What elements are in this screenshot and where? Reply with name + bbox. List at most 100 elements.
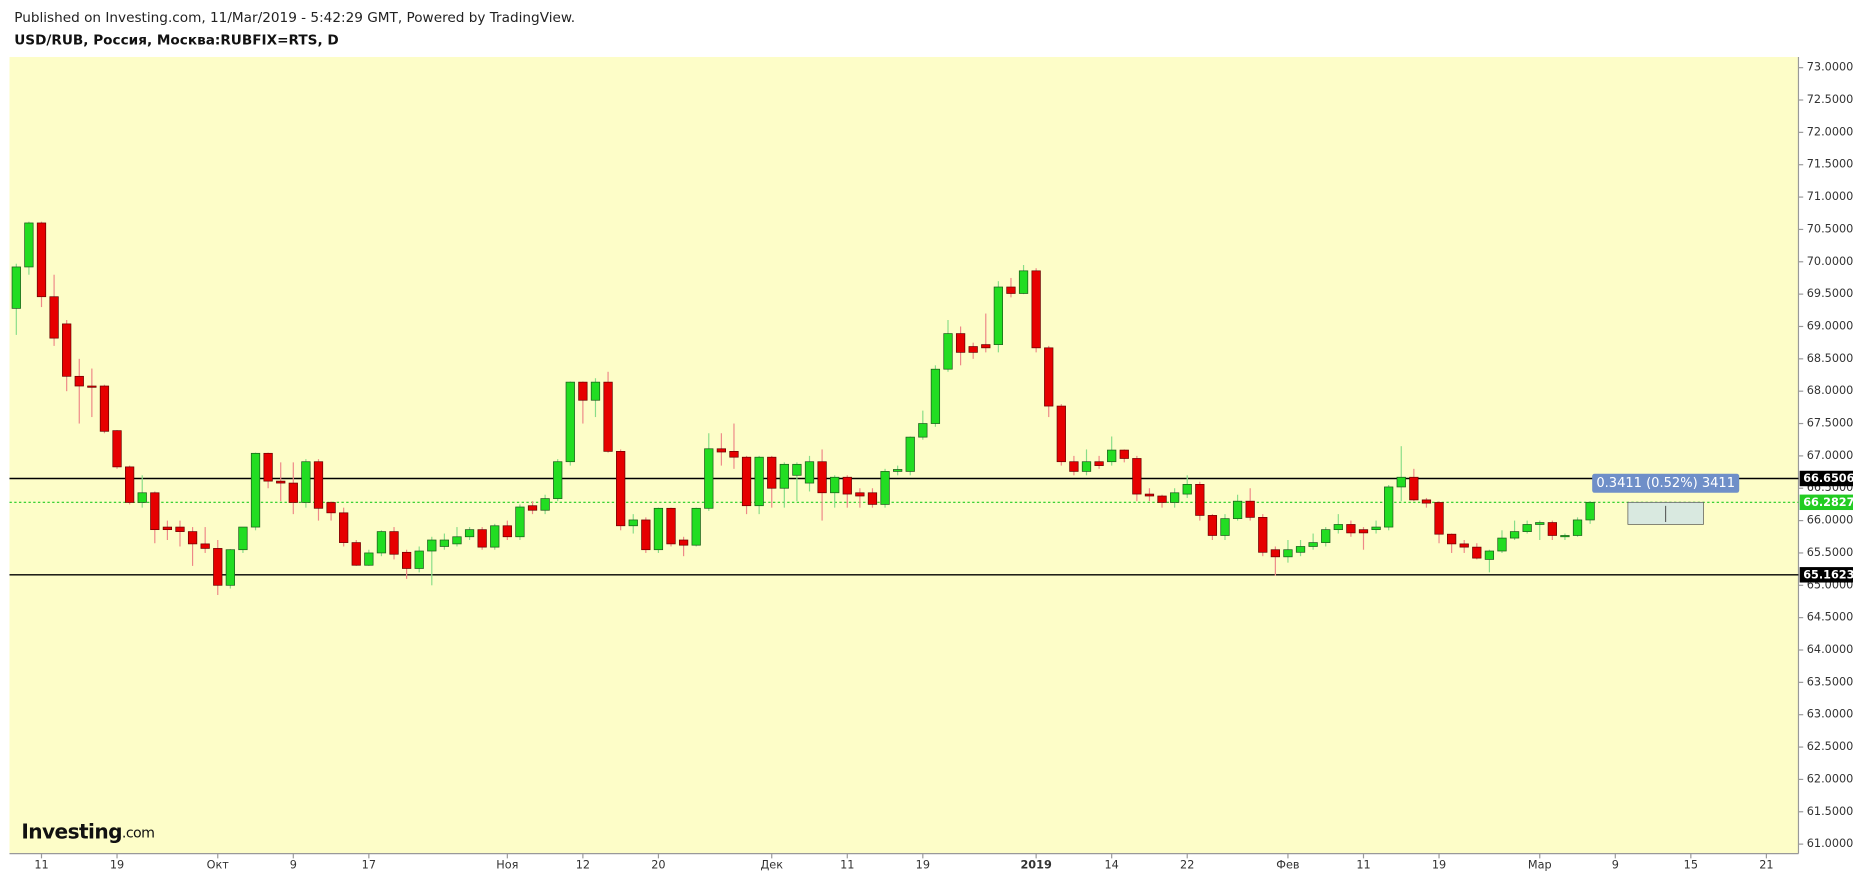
candle-body bbox=[918, 423, 928, 438]
candle-body bbox=[553, 461, 563, 499]
y-tick-label: 73.0000 bbox=[1807, 61, 1853, 74]
x-tick-label: 11 bbox=[34, 858, 48, 871]
x-tick-label: 15 bbox=[1684, 858, 1698, 871]
y-tick-label: 71.0000 bbox=[1807, 190, 1853, 203]
candle-body bbox=[477, 529, 487, 548]
candle-body bbox=[74, 375, 84, 387]
candle-body bbox=[930, 368, 941, 424]
candle-body bbox=[1182, 484, 1192, 495]
x-tick-label: 19 bbox=[1432, 858, 1446, 871]
candle-body bbox=[1484, 550, 1495, 560]
x-tick-label: 9 bbox=[290, 858, 297, 871]
logo-main: Investing bbox=[21, 819, 122, 843]
candle-body bbox=[1081, 461, 1092, 472]
candle-body bbox=[1547, 522, 1557, 536]
candle-body bbox=[1384, 486, 1394, 528]
candle-body bbox=[855, 492, 865, 497]
candle-body bbox=[125, 466, 135, 503]
candle-body bbox=[968, 346, 978, 353]
x-tick-label: Дек bbox=[760, 858, 783, 871]
candle-body bbox=[981, 344, 991, 349]
candle-body bbox=[1472, 546, 1482, 559]
candle-body bbox=[804, 461, 815, 484]
x-tick-label: Фев bbox=[1276, 858, 1299, 871]
y-tick-label: 64.5000 bbox=[1807, 611, 1853, 624]
y-tick-label: 71.5000 bbox=[1807, 158, 1853, 171]
candle-body bbox=[1119, 449, 1129, 459]
candle-body bbox=[842, 476, 852, 495]
price-label: 65.1623 bbox=[1803, 568, 1853, 581]
candle-body bbox=[1157, 495, 1167, 503]
measure-label: 0.3411 (0.52%) 3411 bbox=[1596, 476, 1735, 491]
x-tick-label: 11 bbox=[840, 858, 854, 871]
candle-body bbox=[691, 507, 701, 546]
candle-body bbox=[767, 456, 777, 489]
candle-body bbox=[389, 531, 399, 555]
candle-body bbox=[1258, 517, 1268, 553]
candle-body bbox=[1069, 461, 1079, 472]
y-tick-label: 61.5000 bbox=[1807, 805, 1853, 818]
candle-body bbox=[1396, 476, 1406, 488]
candle-body bbox=[653, 507, 664, 551]
x-tick-label: 11 bbox=[1356, 858, 1370, 871]
candle-body bbox=[1056, 405, 1066, 463]
candle-body bbox=[578, 381, 588, 401]
candle-body bbox=[1107, 449, 1117, 463]
candle-body bbox=[112, 430, 122, 468]
y-tick-label: 69.5000 bbox=[1807, 287, 1853, 300]
price-label: 66.6506 bbox=[1803, 472, 1853, 485]
plot-area bbox=[9, 56, 1799, 854]
candle-body bbox=[1346, 524, 1356, 534]
x-tick-label: 21 bbox=[1759, 858, 1773, 871]
candle-body bbox=[339, 512, 349, 543]
candle-body bbox=[1220, 518, 1230, 536]
candle-body bbox=[213, 548, 223, 586]
y-tick-label: 69.0000 bbox=[1807, 319, 1853, 332]
candle-body bbox=[993, 286, 1003, 345]
candle-body bbox=[729, 451, 739, 458]
candle-body bbox=[99, 385, 110, 432]
candle-body bbox=[1232, 500, 1243, 520]
candle-body bbox=[565, 381, 575, 463]
y-tick-label: 70.5000 bbox=[1807, 222, 1853, 235]
candle-body bbox=[1018, 270, 1029, 294]
candle-body bbox=[200, 543, 210, 549]
y-tick-label: 61.0000 bbox=[1807, 837, 1853, 850]
candle-body bbox=[1358, 529, 1369, 534]
candle-body bbox=[641, 519, 651, 551]
candle-body bbox=[1371, 526, 1381, 531]
x-tick-label: Ноя bbox=[496, 858, 518, 871]
y-tick-label: 67.5000 bbox=[1807, 417, 1853, 430]
candle-body bbox=[792, 463, 802, 476]
candle-body bbox=[1207, 515, 1218, 536]
x-tick-label: 19 bbox=[110, 858, 124, 871]
candle-body bbox=[351, 542, 361, 566]
candle-body bbox=[754, 456, 764, 507]
candle-body bbox=[603, 381, 613, 452]
candle-body bbox=[1522, 524, 1532, 532]
candle-body bbox=[540, 498, 550, 511]
chart-title: USD/RUB, Россия, Москва:RUBFIX=RTS, D bbox=[14, 32, 338, 48]
candle-body bbox=[893, 469, 903, 472]
candle-body bbox=[187, 531, 198, 545]
candle-body bbox=[376, 531, 387, 554]
candle-body bbox=[326, 502, 336, 514]
candle-body bbox=[250, 452, 261, 528]
x-tick-label: Окт bbox=[207, 858, 230, 871]
candle-body bbox=[225, 549, 235, 586]
candle-body bbox=[1535, 522, 1545, 525]
y-tick-label: 62.5000 bbox=[1807, 740, 1853, 753]
candle-body bbox=[1459, 543, 1469, 548]
candle-body bbox=[364, 552, 374, 566]
candle-body bbox=[867, 492, 878, 505]
candle-body bbox=[666, 507, 676, 545]
y-tick-label: 66.0000 bbox=[1807, 514, 1853, 527]
x-tick-label: 17 bbox=[362, 858, 376, 871]
x-tick-label: 22 bbox=[1180, 858, 1194, 871]
candle-body bbox=[49, 296, 59, 339]
x-tick-label: 9 bbox=[1612, 858, 1619, 871]
candle-body bbox=[1245, 500, 1255, 518]
candle-body bbox=[1321, 529, 1331, 543]
